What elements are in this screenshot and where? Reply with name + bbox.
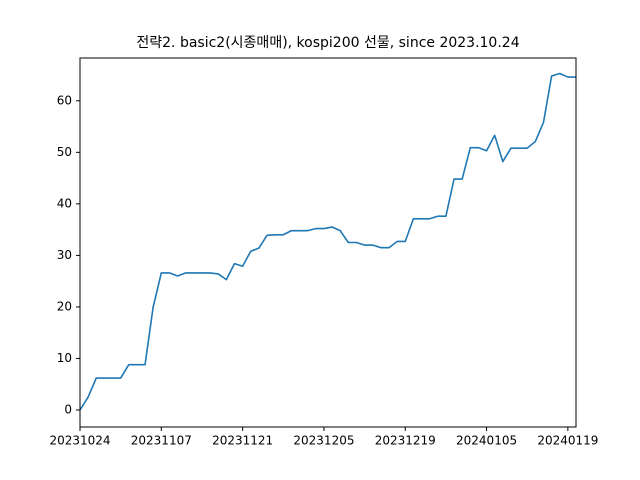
axes-frame	[79, 57, 577, 428]
y-tick-label: 50	[57, 145, 72, 159]
y-tick-label: 0	[64, 402, 72, 416]
x-tick-label: 20231107	[131, 434, 192, 448]
chart-title: 전략2. basic2(시종매매), kospi200 선물, since 20…	[136, 35, 519, 51]
y-tick-label: 30	[57, 248, 72, 262]
line-series	[79, 72, 576, 411]
y-tick-label: 40	[57, 196, 72, 210]
x-tick-label: 20231205	[293, 434, 354, 448]
y-tick-label: 10	[57, 351, 72, 365]
x-tick-label: 20231219	[375, 434, 436, 448]
y-tick-label: 20	[57, 299, 72, 313]
x-tick-label: 20240105	[456, 434, 517, 448]
x-tick-label: 20240119	[537, 434, 598, 448]
x-tick-label: 20231024	[49, 434, 110, 448]
y-tick-label: 60	[57, 93, 72, 107]
x-tick-label: 20231121	[212, 434, 273, 448]
